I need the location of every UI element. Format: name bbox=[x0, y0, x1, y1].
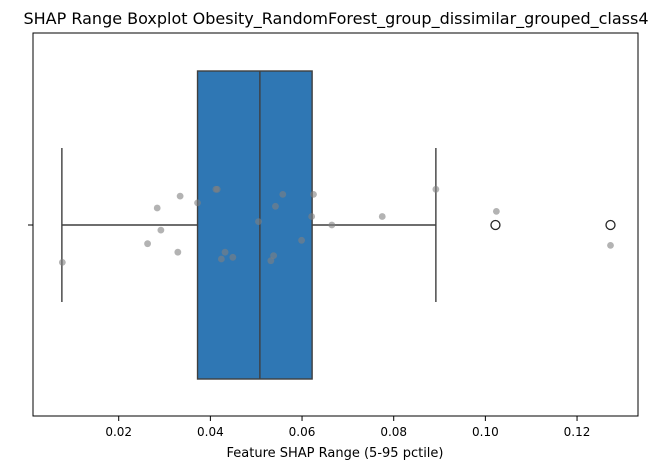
outlier-marker bbox=[605, 219, 616, 231]
x-axis-label: Feature SHAP Range (5-95 pctile) bbox=[227, 446, 444, 461]
data-point bbox=[174, 248, 182, 256]
x-tick-label: 0.08 bbox=[380, 425, 407, 439]
iqr-box bbox=[196, 70, 313, 380]
data-point bbox=[153, 204, 161, 212]
data-point bbox=[272, 202, 279, 210]
data-point bbox=[308, 213, 316, 220]
x-tick-label: 0.04 bbox=[197, 425, 224, 439]
chart-title: SHAP Range Boxplot Obesity_RandomForest_… bbox=[23, 9, 648, 29]
data-point bbox=[328, 221, 336, 229]
data-point bbox=[229, 253, 237, 261]
data-point bbox=[144, 240, 151, 248]
data-point bbox=[378, 213, 386, 220]
box-layer bbox=[196, 70, 313, 380]
data-point bbox=[432, 185, 440, 193]
points-layer bbox=[58, 185, 614, 266]
outliers-layer bbox=[490, 219, 616, 231]
x-tick-label: 0.10 bbox=[472, 425, 499, 439]
data-point bbox=[607, 242, 614, 249]
data-point bbox=[255, 218, 262, 226]
data-point bbox=[298, 236, 305, 244]
data-point bbox=[58, 259, 66, 266]
outlier-marker bbox=[490, 219, 501, 231]
data-point bbox=[279, 191, 287, 198]
x-tick-label: 0.12 bbox=[564, 425, 591, 439]
data-point bbox=[267, 257, 275, 265]
data-point bbox=[270, 252, 278, 259]
x-tick-label: 0.02 bbox=[105, 425, 132, 439]
data-point bbox=[221, 248, 229, 256]
data-point bbox=[217, 255, 225, 263]
x-axis: 0.02 0.04 0.06 0.08 0.10 0.12 bbox=[105, 416, 590, 439]
data-point bbox=[310, 191, 317, 198]
data-point bbox=[492, 208, 500, 215]
data-point bbox=[157, 226, 165, 234]
data-point bbox=[176, 192, 184, 200]
x-tick-label: 0.06 bbox=[289, 425, 316, 439]
data-point bbox=[194, 199, 201, 207]
data-point bbox=[213, 185, 221, 193]
